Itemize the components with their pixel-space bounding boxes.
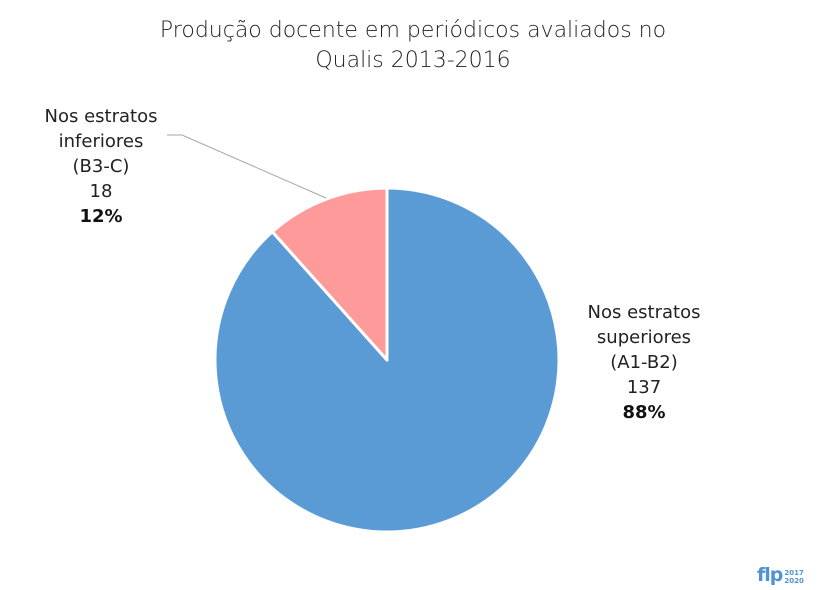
label-superiores-line-2: superiores <box>597 327 691 348</box>
leader-line-inferiores <box>167 134 327 199</box>
chart-title-line-2: Qualis 2013-2016 <box>315 48 511 73</box>
data-label-superiores: Nos estratos superiores (A1-B2) 137 88% <box>588 302 701 423</box>
data-label-inferiores: Nos estratos inferiores (B3-C) 18 12% <box>45 106 158 227</box>
label-inferiores-line-2: inferiores <box>59 131 144 152</box>
label-superiores-percent: 88% <box>622 402 665 423</box>
logo-year-top: 2017 <box>784 569 804 577</box>
chart-title: Produção docente em periódicos avaliados… <box>0 16 826 76</box>
label-superiores-line-3: (A1-B2) <box>610 352 677 373</box>
pie-slices <box>213 186 561 534</box>
label-inferiores-line-1: Nos estratos <box>45 106 158 127</box>
chart-title-line-1: Produção docente em periódicos avaliados… <box>159 18 667 43</box>
logo-year-bottom: 2020 <box>784 577 804 585</box>
label-superiores-value: 137 <box>627 377 661 398</box>
pie-slice-inferiores <box>270 186 389 362</box>
label-inferiores-line-3: (B3-C) <box>73 156 130 177</box>
label-superiores-line-1: Nos estratos <box>588 302 701 323</box>
logo-text: flp <box>757 564 783 586</box>
logo-years: 2017 2020 <box>784 569 803 585</box>
label-inferiores-percent: 12% <box>79 206 122 227</box>
flp-logo: flp 2017 2020 <box>757 563 804 585</box>
label-inferiores-value: 18 <box>90 181 113 202</box>
